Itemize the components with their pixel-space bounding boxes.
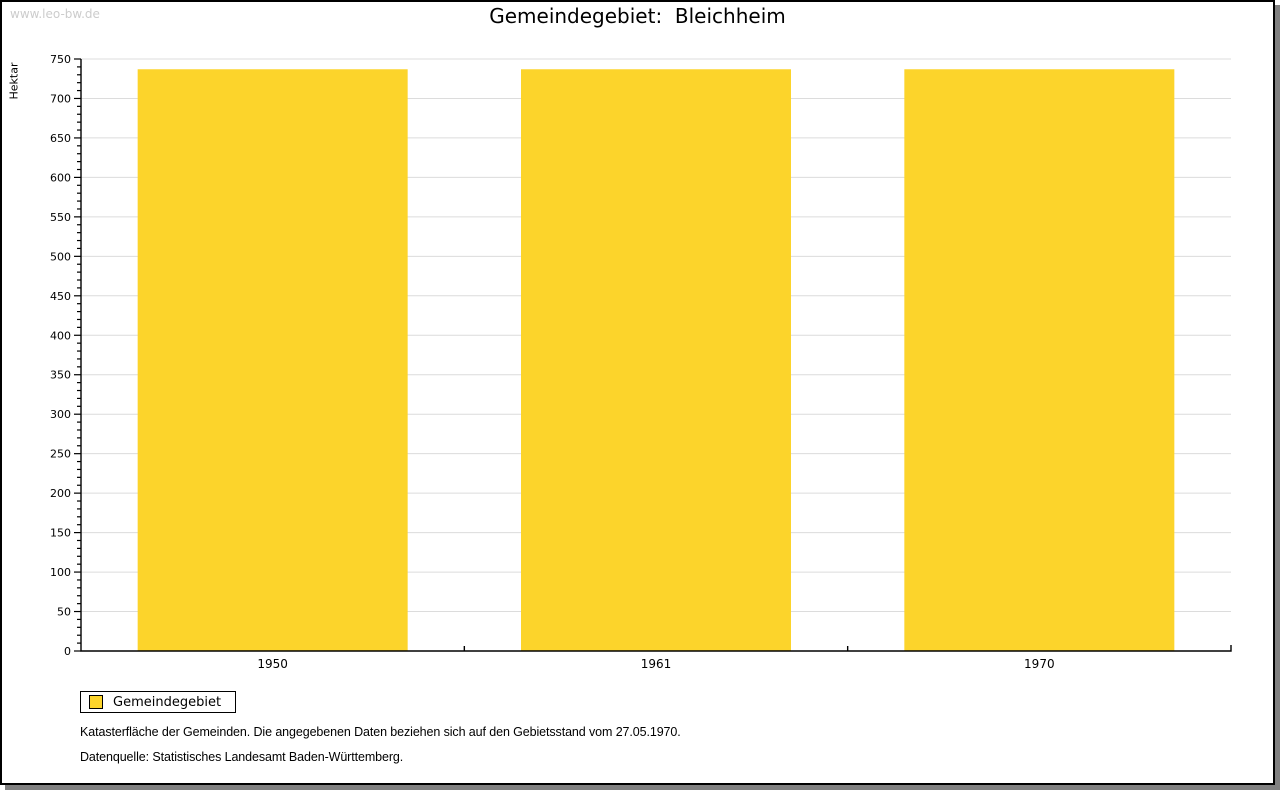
x-tick-labels: 1950 1961 1970 [257,657,1054,671]
y-ticks [74,58,81,652]
y-tick-label: 250 [50,448,71,461]
y-tick-label: 150 [50,527,71,540]
watermark-link: www.leo-bw.de [10,7,100,21]
bar-1961 [521,69,791,651]
chart-title: Gemeindegebiet: Bleichheim [489,4,786,28]
y-tick-label: 200 [50,487,71,500]
y-tick-label: 50 [57,606,71,619]
bar-1950 [137,69,408,651]
y-tick-label: 700 [50,92,71,105]
footnote-datenquelle: Datenquelle: Statistisches Landesamt Bad… [80,750,404,764]
y-tick-label: 350 [50,369,71,382]
legend-swatch-gemeindegebiet [89,695,103,709]
legend-label-gemeindegebiet: Gemeindegebiet [113,694,222,710]
x-tick-label-1961: 1961 [641,657,672,671]
y-tick-label: 0 [64,645,71,658]
y-tick-label: 400 [50,329,71,342]
footnote-gebietsstand: Katasterfläche der Gemeinden. Die angege… [80,725,681,739]
bar-chart-plot: 0 50 100 150 200 250 300 350 400 450 500 550 600 650 7… [50,53,1232,671]
y-tick-label: 750 [50,53,71,66]
legend-box: Gemeindegebiet [80,691,237,713]
y-tick-label: 500 [50,250,71,263]
y-tick-label: 300 [50,408,71,421]
y-tick-label: 600 [50,171,71,184]
y-tick-label: 550 [50,211,71,224]
y-tick-label: 100 [50,566,71,579]
bars [137,69,1175,651]
y-tick-labels: 0 50 100 150 200 250 300 350 400 450 500 550 600 650 7… [50,53,71,658]
axis-lines [80,59,1232,652]
x-tick-label-1970: 1970 [1024,657,1055,671]
axes [80,59,1232,652]
y-tick-label: 450 [50,290,71,303]
y-tick-label: 650 [50,132,71,145]
bar-1970 [904,69,1175,651]
x-tick-label-1950: 1950 [257,657,288,671]
